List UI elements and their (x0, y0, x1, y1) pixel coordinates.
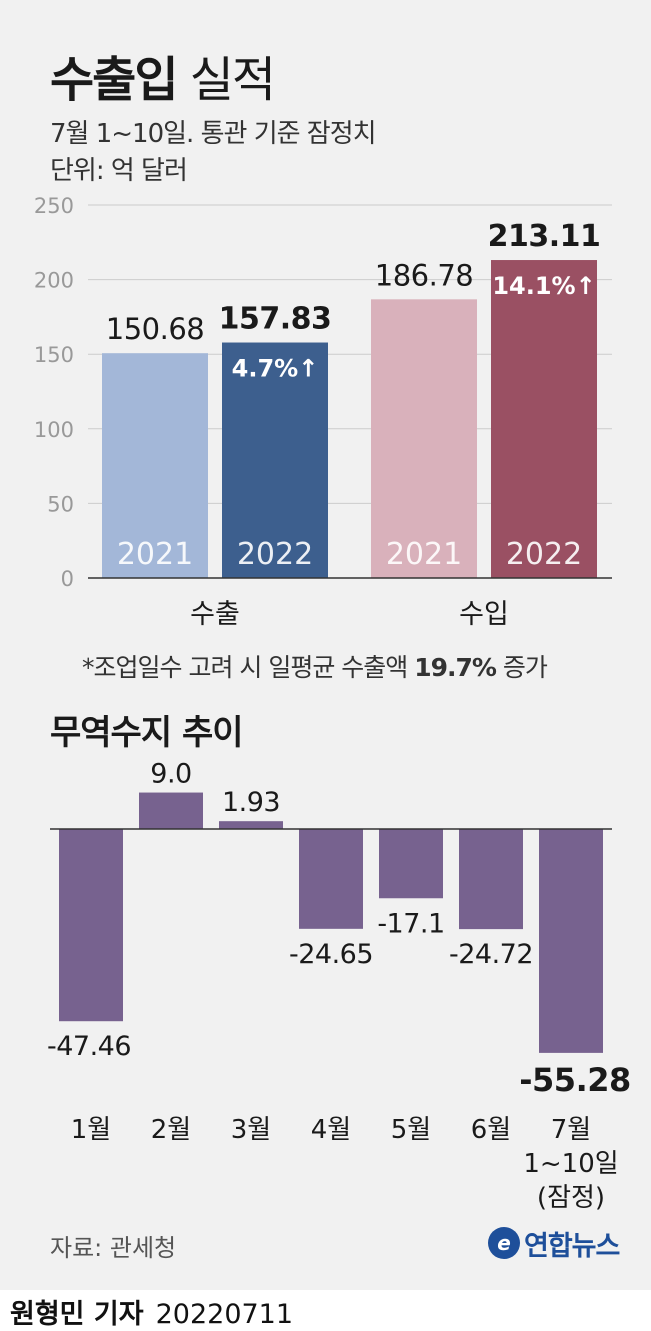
y-tick-label: 0 (61, 567, 74, 591)
subtitle: 7월 1~10일. 통관 기준 잠정치 (50, 119, 377, 149)
data-label: 150.68 (106, 312, 204, 346)
change-label: 14.1%↑ (492, 272, 595, 300)
bar-수출-2022 (222, 342, 328, 578)
category-label: 수출 (190, 599, 240, 630)
logo-text: 연합뉴스 (524, 1230, 620, 1262)
bar-수입-2022 (491, 260, 597, 578)
year-label: 2022 (237, 537, 313, 572)
y-tick-label: 200 (34, 269, 74, 293)
footnote: *조업일수 고려 시 일평균 수출액 19.7% 증가 (82, 653, 548, 682)
data-label: 157.83 (219, 302, 332, 337)
source-label: 자료: 관세청 (50, 1234, 177, 1262)
bar-수출-2021 (102, 353, 208, 578)
y-tick-label: 250 (34, 194, 74, 218)
logo-mark-icon: e (488, 1227, 520, 1259)
y-tick-label: 150 (34, 343, 74, 367)
page-title: 수출입 실적 (50, 52, 276, 108)
trade-performance-chart: 0 50 100 150 200 250 150.68 2021 157.83 2022 4.7%↑… (34, 194, 612, 630)
year-label: 2021 (117, 537, 193, 572)
unit-label: 단위: 억 달러 (50, 156, 188, 186)
y-tick-label: 100 (34, 418, 74, 442)
trade-balance-title: 무역수지 추이 (50, 713, 244, 753)
data-label: 186.78 (375, 258, 473, 292)
year-label: 2021 (386, 537, 462, 572)
chart-panel (0, 0, 651, 1290)
year-label: 2022 (506, 537, 582, 572)
yonhap-logo: e 연합뉴스 (488, 1222, 620, 1264)
category-label: 수입 (459, 599, 509, 630)
bar-수입-2021 (371, 299, 477, 578)
y-tick-label: 50 (47, 492, 74, 516)
change-label: 4.7%↑ (232, 355, 319, 383)
byline: 원형민 기자 20220711 (10, 1299, 294, 1330)
data-label: 213.11 (488, 219, 601, 254)
